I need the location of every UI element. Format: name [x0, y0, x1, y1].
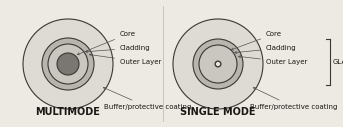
Circle shape [48, 44, 88, 84]
Text: Outer Layer: Outer Layer [90, 54, 161, 65]
Text: SINGLE MODE: SINGLE MODE [180, 107, 256, 117]
Circle shape [193, 39, 243, 89]
Circle shape [42, 38, 94, 90]
Circle shape [173, 19, 263, 109]
Circle shape [23, 19, 113, 109]
Text: MULTIMODE: MULTIMODE [36, 107, 100, 117]
Text: Outer Layer: Outer Layer [238, 55, 307, 65]
Circle shape [215, 61, 221, 67]
Circle shape [199, 45, 237, 83]
Text: Core: Core [231, 31, 282, 50]
Circle shape [215, 61, 221, 67]
Circle shape [57, 53, 79, 75]
Text: Buffer/protective coating: Buffer/protective coating [103, 87, 191, 110]
Text: GLASS: GLASS [333, 59, 343, 65]
Text: Cladding: Cladding [85, 45, 151, 53]
Text: Core: Core [77, 31, 136, 55]
Text: Buffer/protective coating: Buffer/protective coating [250, 88, 338, 110]
Text: Cladding: Cladding [235, 45, 297, 54]
